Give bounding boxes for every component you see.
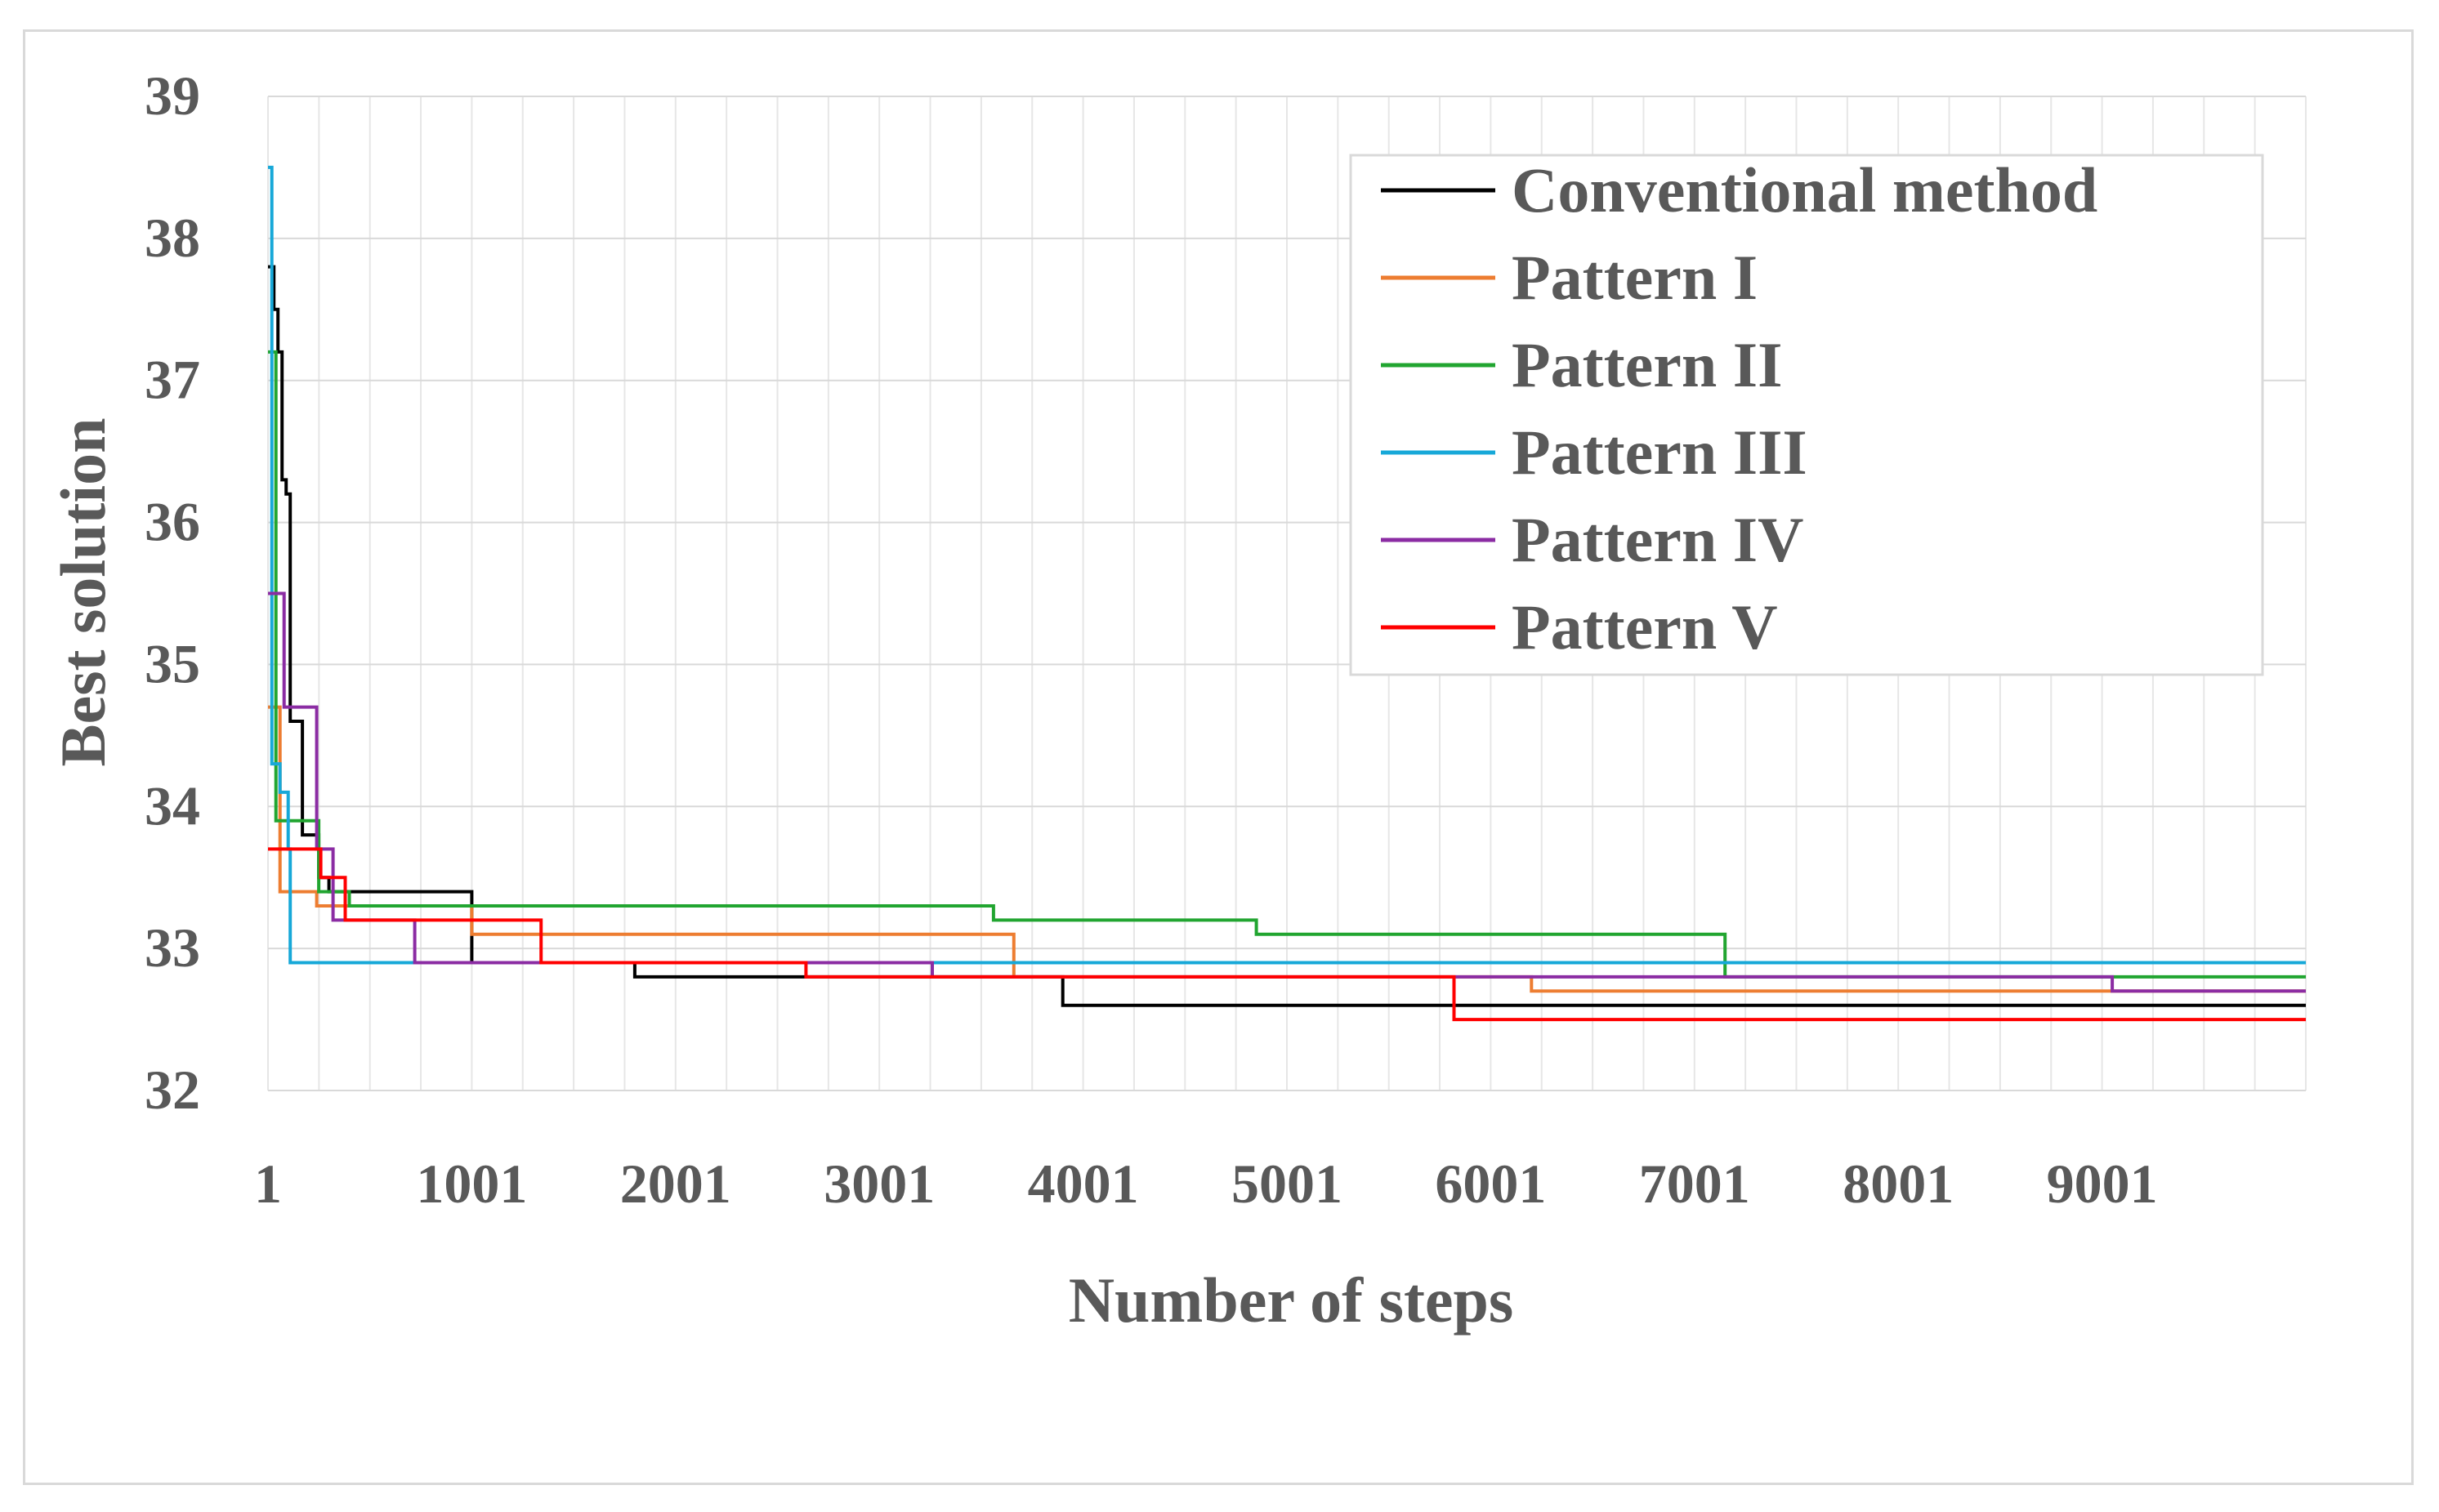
legend-label-pattern-iii: Pattern III (1512, 417, 1807, 488)
x-tick-labels: 1 1001 2001 3001 4001 5001 6001 7001 8001 9001 (254, 1153, 2158, 1215)
y-tick-label: 38 (145, 207, 200, 269)
x-tick-label: 4001 (1028, 1153, 1139, 1215)
legend-label-pattern-i: Pattern I (1512, 242, 1758, 313)
y-tick-label: 34 (145, 774, 200, 836)
y-tick-label: 33 (145, 917, 200, 979)
y-axis-title: Best solution (47, 418, 118, 767)
x-tick-label: 3001 (824, 1153, 935, 1215)
x-axis-title: Number of steps (1069, 1264, 1514, 1336)
legend-label-conventional-method: Conventional method (1512, 154, 2097, 225)
x-tick-label: 6001 (1435, 1153, 1546, 1215)
legend-label-pattern-ii: Pattern II (1512, 329, 1782, 400)
legend: Conventional method Pattern I Pattern II Pa… (1349, 154, 2264, 676)
x-tick-label: 2001 (620, 1153, 731, 1215)
x-tick-label: 1 (254, 1153, 282, 1215)
series-line-conventional-method (268, 265, 2306, 1007)
y-tick-label: 37 (145, 349, 200, 411)
series-line-pattern-iii (268, 165, 2306, 965)
y-tick-labels: 32 33 34 35 36 37 38 39 (145, 65, 200, 1121)
y-tick-label: 39 (145, 65, 200, 127)
y-tick-label: 36 (145, 491, 200, 553)
legend-box (1349, 154, 2264, 676)
x-tick-label: 1001 (416, 1153, 527, 1215)
x-tick-label: 5001 (1231, 1153, 1342, 1215)
series-lines (268, 165, 2306, 1022)
legend-label-pattern-v: Pattern V (1512, 591, 1778, 662)
series-line-pattern-v (268, 847, 2306, 1022)
y-tick-label: 35 (145, 632, 200, 694)
x-tick-label: 8001 (1843, 1153, 1954, 1215)
x-tick-label: 7001 (1639, 1153, 1750, 1215)
series-line-pattern-ii (268, 350, 2306, 979)
y-tick-label: 32 (145, 1059, 200, 1121)
legend-label-pattern-iv: Pattern IV (1512, 504, 1803, 575)
x-tick-label: 9001 (2047, 1153, 2158, 1215)
